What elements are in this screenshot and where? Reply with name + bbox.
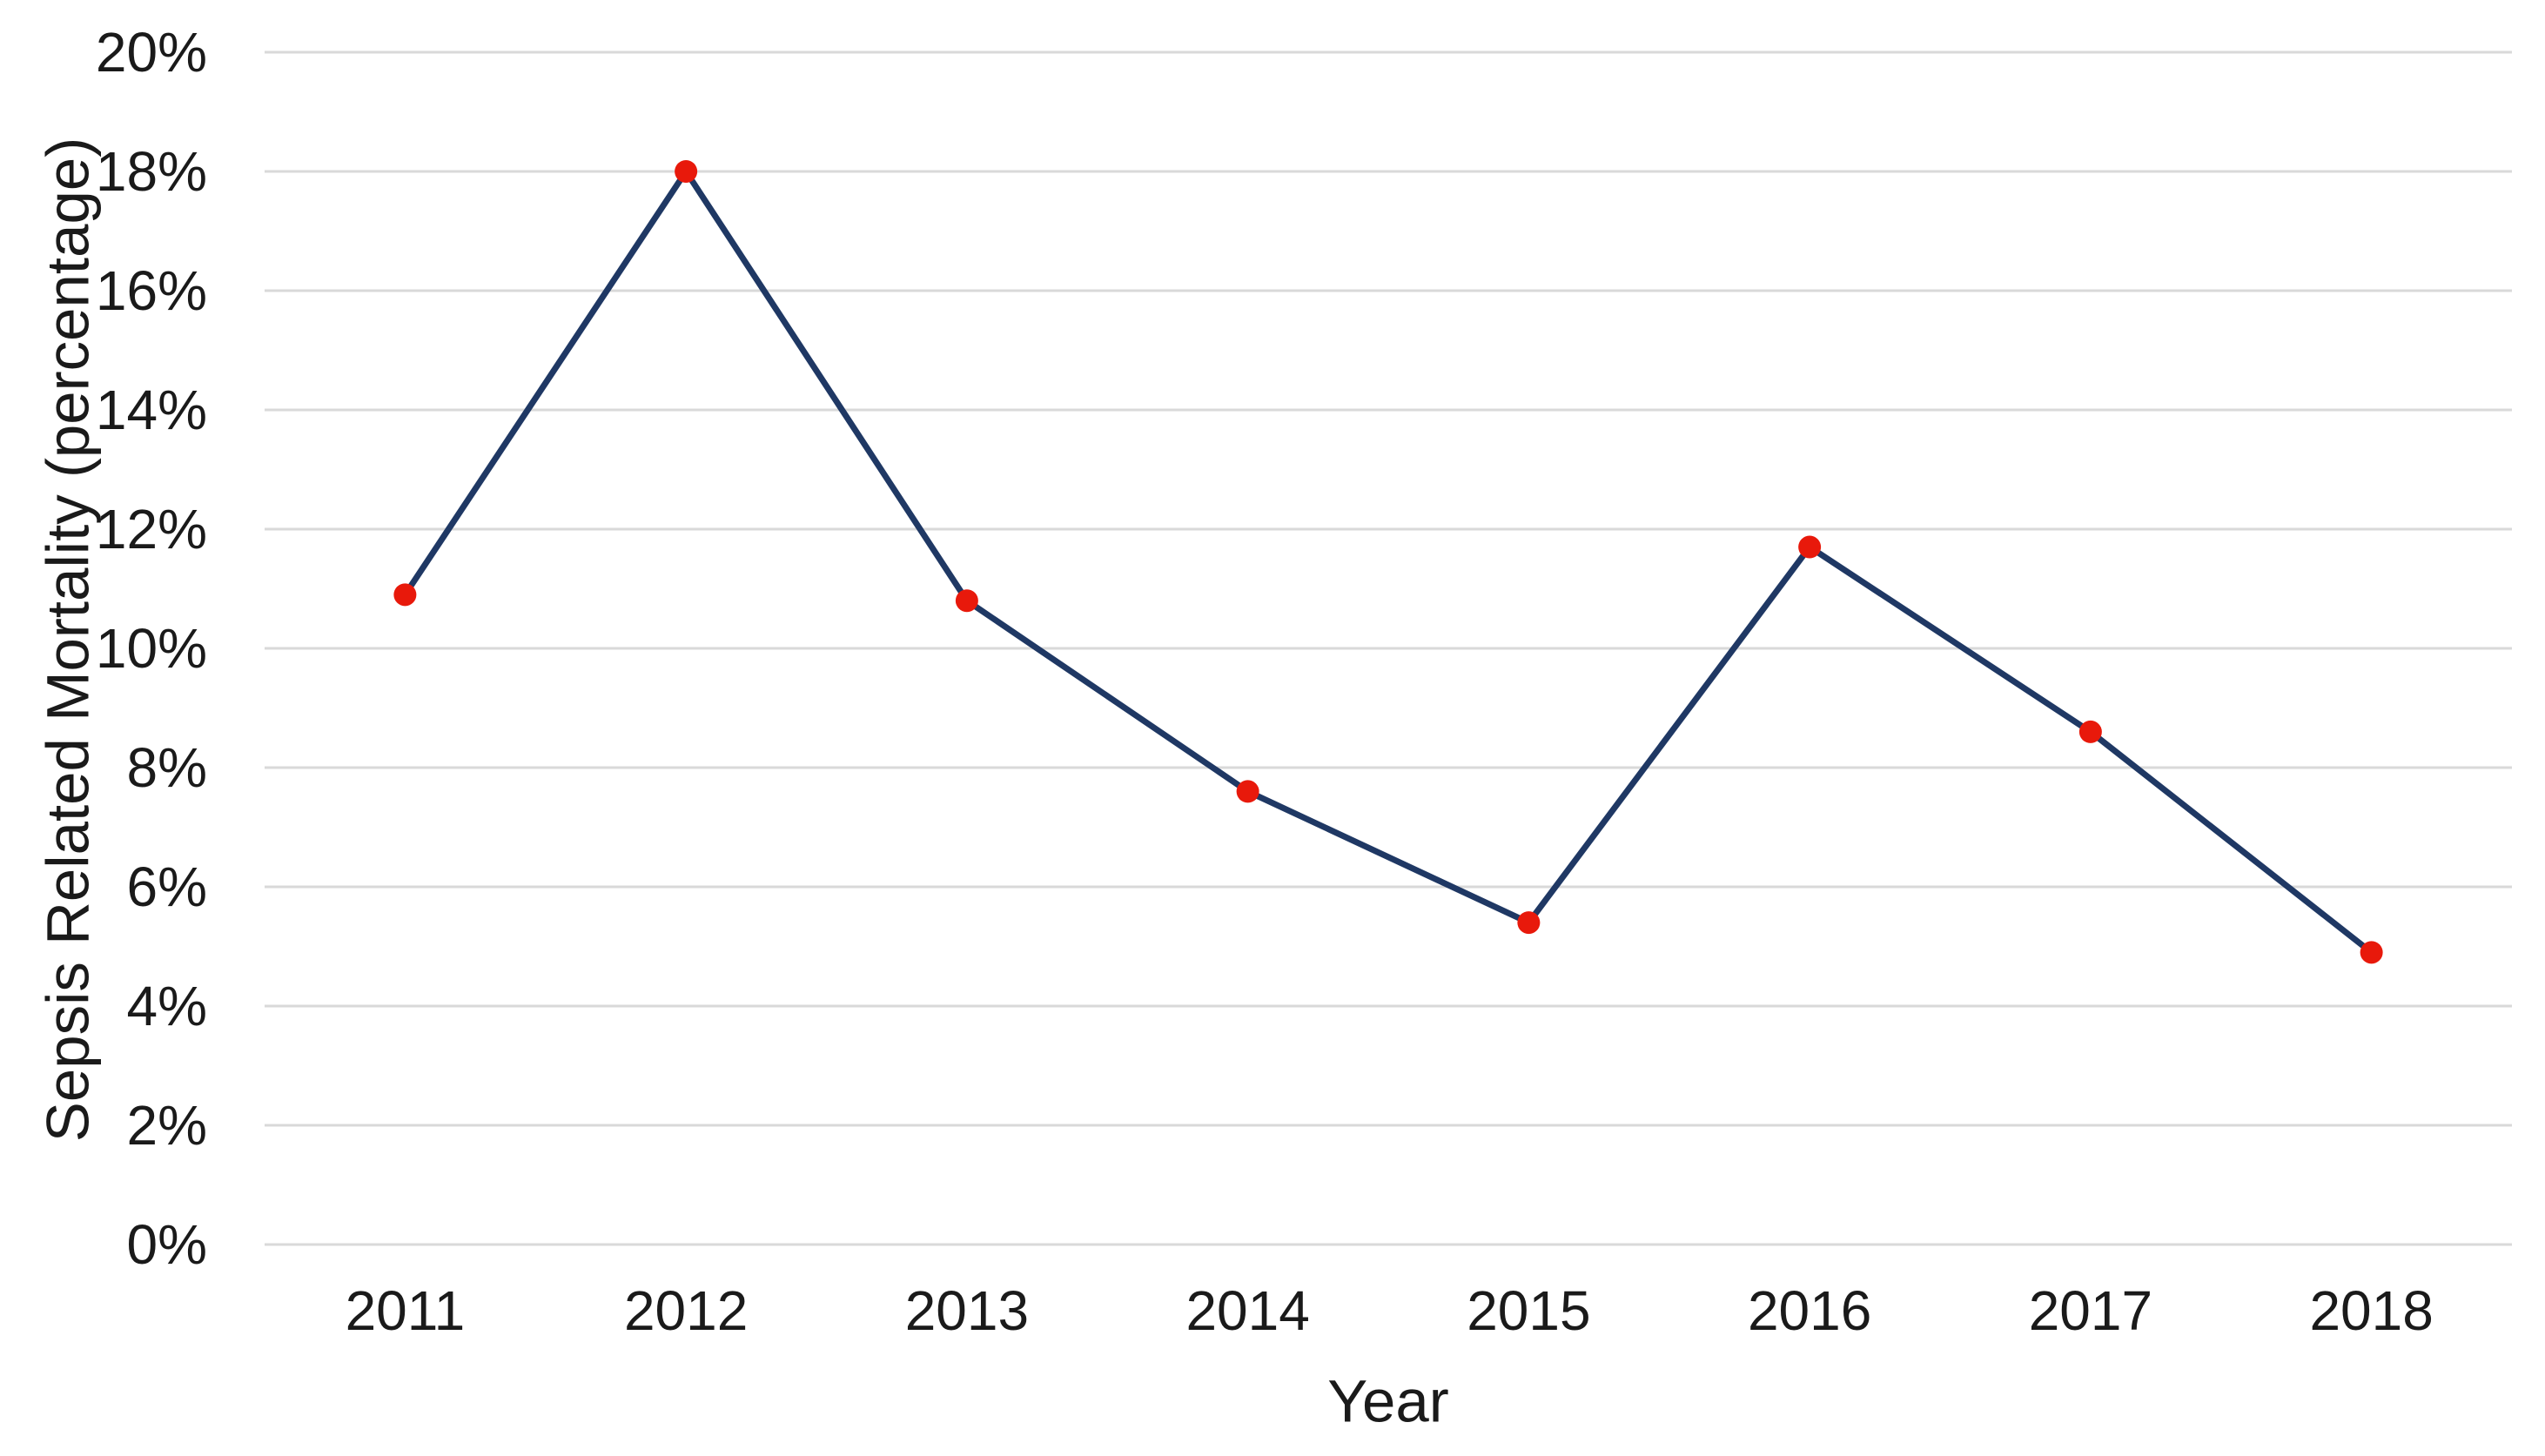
x-tick-label: 2014: [1185, 1279, 1309, 1342]
x-tick-label: 2011: [346, 1279, 466, 1342]
y-tick-label: 20%: [96, 21, 207, 84]
data-point-2012: [675, 160, 698, 183]
data-point-2017: [2078, 720, 2102, 743]
x-tick-label: 2012: [624, 1279, 748, 1342]
data-series: [393, 160, 2383, 964]
y-tick-label: 16%: [96, 259, 207, 322]
data-point-2018: [2360, 941, 2383, 964]
x-axis-tick-labels: 2011 2012 2013 2014 2015 2016 2017 2018: [346, 1279, 2434, 1342]
x-tick-label: 2018: [2309, 1279, 2433, 1342]
data-point-2016: [1798, 535, 1822, 559]
x-tick-label: 2016: [1748, 1279, 1871, 1342]
y-tick-label: 0%: [127, 1213, 208, 1276]
gridlines: [265, 50, 2512, 1246]
series-line: [401, 168, 2375, 956]
y-axis-tick-labels: 0% 2% 4% 6% 8% 10% 12% 14% 16% 18% 20%: [96, 21, 207, 1276]
y-axis-title: Sepsis Related Mortality (percentage): [35, 138, 102, 1142]
y-tick-label: 6%: [127, 855, 208, 918]
data-point-2015: [1517, 911, 1541, 935]
x-tick-label: 2013: [905, 1279, 1029, 1342]
data-point-2014: [1236, 780, 1259, 803]
x-tick-label: 2015: [1467, 1279, 1590, 1342]
y-tick-label: 12%: [96, 498, 207, 560]
y-tick-label: 2%: [127, 1094, 208, 1157]
data-point-2013: [955, 589, 978, 613]
x-axis-title: Year: [1327, 1368, 1448, 1435]
y-tick-label: 14%: [96, 379, 207, 441]
x-tick-label: 2017: [2029, 1279, 2152, 1342]
data-point-2011: [393, 583, 417, 607]
y-tick-label: 4%: [127, 975, 208, 1037]
y-tick-label: 10%: [96, 617, 207, 680]
y-tick-label: 18%: [96, 140, 207, 203]
y-tick-label: 8%: [127, 736, 208, 799]
